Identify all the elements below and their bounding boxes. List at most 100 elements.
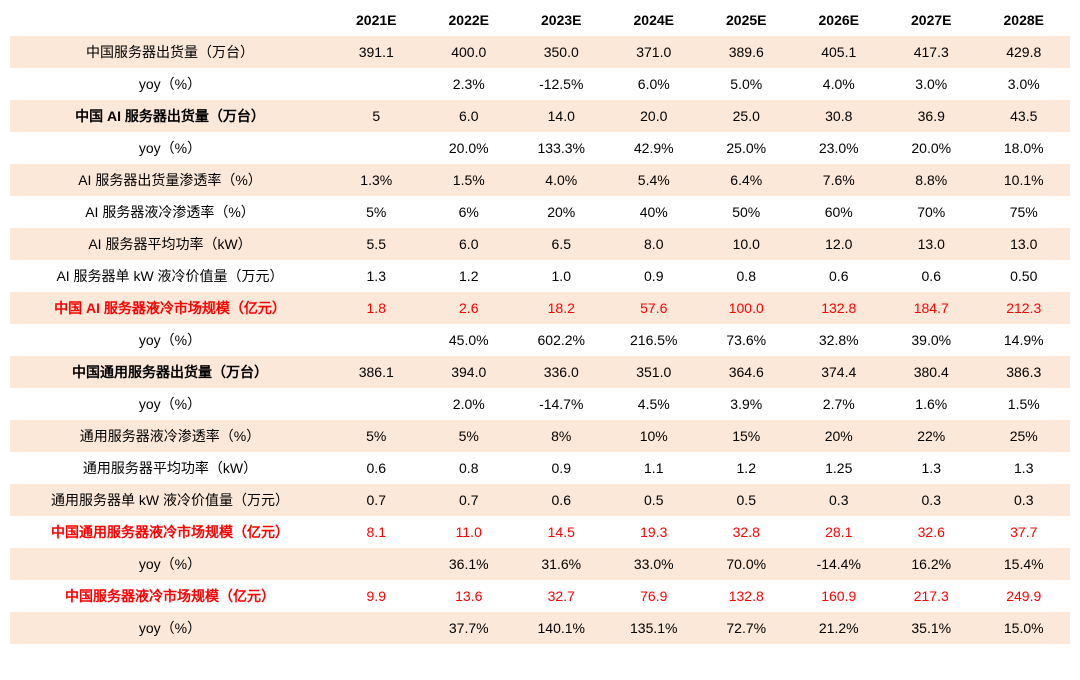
data-cell: 10.0	[700, 228, 793, 260]
header-label-blank	[10, 4, 330, 36]
data-cell	[330, 548, 423, 580]
data-cell: 132.8	[793, 292, 886, 324]
data-cell: 0.50	[978, 260, 1071, 292]
data-cell: 40%	[608, 196, 701, 228]
data-table: 2021E 2022E 2023E 2024E 2025E 2026E 2027…	[10, 4, 1070, 644]
data-cell: 0.6	[793, 260, 886, 292]
data-cell: 70%	[885, 196, 978, 228]
table-row: 中国 AI 服务器液冷市场规模（亿元）1.82.618.257.6100.013…	[10, 292, 1070, 324]
data-cell	[330, 324, 423, 356]
row-label: AI 服务器单 kW 液冷价值量（万元）	[10, 260, 330, 292]
data-cell: 0.9	[515, 452, 608, 484]
data-cell	[330, 388, 423, 420]
data-cell: -14.7%	[515, 388, 608, 420]
data-cell: 70.0%	[700, 548, 793, 580]
data-cell: 2.0%	[423, 388, 516, 420]
table-row: yoy（%）2.3%-12.5%6.0%5.0%4.0%3.0%3.0%	[10, 68, 1070, 100]
row-label: yoy（%）	[10, 68, 330, 100]
data-cell: 4.0%	[793, 68, 886, 100]
data-cell: -12.5%	[515, 68, 608, 100]
data-cell: 37.7	[978, 516, 1071, 548]
data-cell: 13.0	[885, 228, 978, 260]
data-cell: 1.3	[330, 260, 423, 292]
table-row: 中国通用服务器液冷市场规模（亿元）8.111.014.519.332.828.1…	[10, 516, 1070, 548]
data-cell: 15.0%	[978, 612, 1071, 644]
data-cell: 6.0	[423, 228, 516, 260]
data-cell: 5%	[423, 420, 516, 452]
table-row: AI 服务器液冷渗透率（%）5%6%20%40%50%60%70%75%	[10, 196, 1070, 228]
data-cell: 133.3%	[515, 132, 608, 164]
data-cell: 3.9%	[700, 388, 793, 420]
data-cell: 184.7	[885, 292, 978, 324]
data-cell: 1.25	[793, 452, 886, 484]
row-label: yoy（%）	[10, 324, 330, 356]
data-cell: 429.8	[978, 36, 1071, 68]
table-row: yoy（%）2.0%-14.7%4.5%3.9%2.7%1.6%1.5%	[10, 388, 1070, 420]
row-label: 中国 AI 服务器出货量（万台）	[10, 100, 330, 132]
table-row: AI 服务器单 kW 液冷价值量（万元）1.31.21.00.90.80.60.…	[10, 260, 1070, 292]
data-cell: 1.3	[978, 452, 1071, 484]
data-cell: -14.4%	[793, 548, 886, 580]
data-cell: 2.7%	[793, 388, 886, 420]
data-cell: 76.9	[608, 580, 701, 612]
data-cell: 14.5	[515, 516, 608, 548]
data-cell: 3.0%	[885, 68, 978, 100]
data-cell: 75%	[978, 196, 1071, 228]
row-label: yoy（%）	[10, 132, 330, 164]
data-cell: 28.1	[793, 516, 886, 548]
data-cell: 350.0	[515, 36, 608, 68]
data-cell: 0.6	[330, 452, 423, 484]
row-label: 中国通用服务器出货量（万台）	[10, 356, 330, 388]
data-cell: 60%	[793, 196, 886, 228]
data-cell: 364.6	[700, 356, 793, 388]
data-cell: 1.3%	[330, 164, 423, 196]
row-label: yoy（%）	[10, 548, 330, 580]
data-cell: 6.0	[423, 100, 516, 132]
header-cell: 2025E	[700, 4, 793, 36]
data-cell: 37.7%	[423, 612, 516, 644]
data-cell: 0.9	[608, 260, 701, 292]
data-cell: 9.9	[330, 580, 423, 612]
data-cell: 25.0%	[700, 132, 793, 164]
table-row: yoy（%）36.1%31.6%33.0%70.0%-14.4%16.2%15.…	[10, 548, 1070, 580]
data-cell: 5.5	[330, 228, 423, 260]
data-cell: 0.7	[423, 484, 516, 516]
data-cell: 16.2%	[885, 548, 978, 580]
data-cell: 391.1	[330, 36, 423, 68]
data-cell: 1.2	[423, 260, 516, 292]
row-label: yoy（%）	[10, 612, 330, 644]
data-cell: 1.5%	[423, 164, 516, 196]
data-cell: 2.6	[423, 292, 516, 324]
data-cell: 32.8%	[793, 324, 886, 356]
data-cell: 0.7	[330, 484, 423, 516]
data-cell: 35.1%	[885, 612, 978, 644]
data-cell: 20.0	[608, 100, 701, 132]
table-row: 通用服务器液冷渗透率（%）5%5%8%10%15%20%22%25%	[10, 420, 1070, 452]
data-cell: 8.0	[608, 228, 701, 260]
data-cell: 374.4	[793, 356, 886, 388]
data-cell: 14.0	[515, 100, 608, 132]
data-cell: 405.1	[793, 36, 886, 68]
table-row: 通用服务器平均功率（kW）0.60.80.91.11.21.251.31.3	[10, 452, 1070, 484]
data-cell: 18.2	[515, 292, 608, 324]
row-label: AI 服务器平均功率（kW）	[10, 228, 330, 260]
data-cell: 135.1%	[608, 612, 701, 644]
data-cell: 394.0	[423, 356, 516, 388]
data-cell: 216.5%	[608, 324, 701, 356]
data-cell: 5.0%	[700, 68, 793, 100]
header-cell: 2027E	[885, 4, 978, 36]
data-cell: 380.4	[885, 356, 978, 388]
data-cell: 0.3	[978, 484, 1071, 516]
data-cell: 0.5	[608, 484, 701, 516]
table-row: yoy（%）45.0%602.2%216.5%73.6%32.8%39.0%14…	[10, 324, 1070, 356]
table-row: AI 服务器平均功率（kW）5.56.06.58.010.012.013.013…	[10, 228, 1070, 260]
data-cell: 4.5%	[608, 388, 701, 420]
data-cell: 13.6	[423, 580, 516, 612]
header-cell: 2021E	[330, 4, 423, 36]
data-cell: 6.0%	[608, 68, 701, 100]
header-cell: 2023E	[515, 4, 608, 36]
data-cell: 57.6	[608, 292, 701, 324]
data-cell: 15.4%	[978, 548, 1071, 580]
data-cell: 20%	[515, 196, 608, 228]
row-label: 通用服务器液冷渗透率（%）	[10, 420, 330, 452]
